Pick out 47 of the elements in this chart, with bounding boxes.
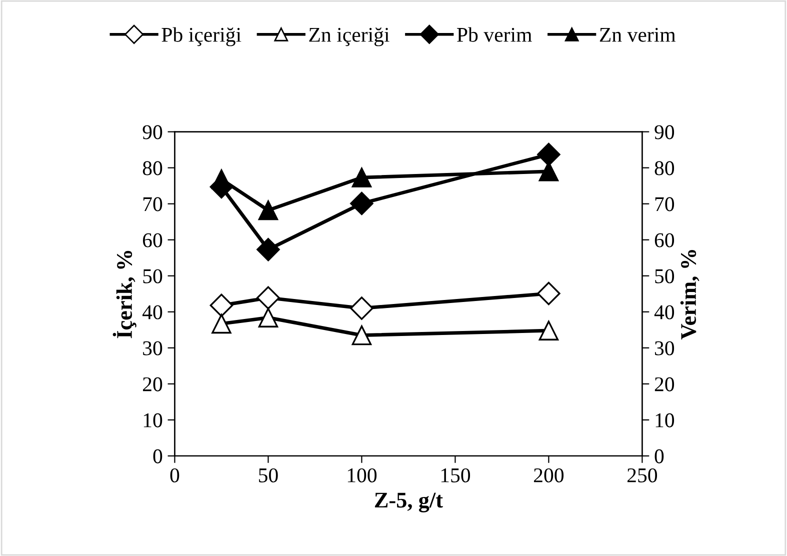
- legend-label: Pb verim: [457, 27, 532, 42]
- y2-tick-label: 20: [654, 377, 674, 392]
- y2-tick-label: 10: [656, 413, 674, 428]
- y2-tick-label: 70: [655, 197, 674, 212]
- y2-tick-label: 30: [654, 341, 674, 356]
- point: [210, 294, 234, 318]
- x-tick-label: 0: [170, 468, 180, 482]
- y-tick-label: 90: [142, 125, 162, 140]
- y2-tick-label: 0: [654, 449, 664, 464]
- point: [537, 142, 560, 166]
- y-tick-label: 30: [143, 341, 162, 356]
- x-tick-label: 150: [441, 468, 470, 482]
- y2-tick-label: 60: [654, 233, 674, 248]
- y2-tick-label: 90: [654, 125, 674, 140]
- y2-tick-label: 80: [654, 161, 674, 176]
- point: [258, 200, 278, 220]
- point: [258, 308, 278, 328]
- y-tick-label: 40: [142, 305, 162, 320]
- y-tick-label: 80: [142, 161, 162, 176]
- point: [537, 282, 560, 306]
- point: [538, 320, 559, 340]
- point: [352, 168, 372, 188]
- point: [350, 192, 374, 216]
- legend-label: Zn içeriği: [309, 27, 390, 46]
- y2-tick-label: 50: [655, 269, 674, 284]
- x-tick-label: 250: [627, 468, 658, 482]
- point: [212, 169, 232, 190]
- y-tick-label: 50: [143, 269, 162, 284]
- y-tick-label: 70: [143, 197, 162, 212]
- point: [352, 325, 372, 346]
- y2-tick-label: 40: [654, 305, 674, 320]
- y-tick-label: 0: [153, 449, 162, 464]
- legend-label: Pb içeriği: [162, 27, 242, 46]
- y-tick-label: 10: [144, 413, 162, 428]
- point: [212, 314, 232, 334]
- legend-label: Zn verim: [600, 28, 676, 42]
- x-axis-title: Z-5, g/t: [374, 492, 443, 512]
- x-tick-label: 50: [259, 468, 278, 482]
- y-tick-label: 20: [142, 377, 162, 392]
- point: [256, 238, 280, 262]
- point: [256, 286, 280, 310]
- point: [350, 296, 374, 320]
- y-axis-title: İçerik, %: [112, 250, 136, 338]
- y2-axis-title: Verim, %: [680, 250, 700, 340]
- y-tick-label: 60: [142, 233, 162, 248]
- x-tick-label: 200: [534, 468, 564, 482]
- x-tick-label: 100: [348, 468, 377, 482]
